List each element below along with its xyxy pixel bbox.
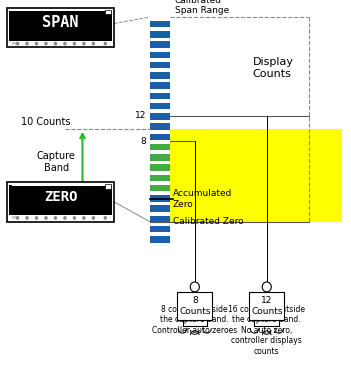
Bar [150,134,170,140]
Text: 16 counts is outside
the capture band.
No auto zero,
controller displays
counts: 16 counts is outside the capture band. N… [228,305,305,356]
Bar [150,144,170,150]
Bar [150,52,170,58]
Text: PRE: PRE [11,42,19,45]
Text: Capture
Band: Capture Band [37,151,75,173]
Text: Display
Counts: Display Counts [253,58,294,79]
Bar [170,129,342,222]
Text: Calibrated
Span Range: Calibrated Span Range [175,0,229,15]
Text: Calibrated Zero: Calibrated Zero [173,217,244,226]
Bar [150,31,170,38]
Circle shape [54,42,57,45]
Circle shape [35,216,38,220]
Circle shape [190,282,199,292]
Text: 8: 8 [141,137,146,146]
Bar [150,175,170,181]
Text: Accumulated
Zero: Accumulated Zero [173,189,232,209]
FancyBboxPatch shape [7,8,114,47]
Circle shape [44,42,48,45]
Bar [150,113,170,119]
FancyBboxPatch shape [249,292,284,320]
FancyBboxPatch shape [7,182,114,222]
Circle shape [104,216,107,220]
Text: 8 counts is inside
the capture band.
Controller auto zeroes: 8 counts is inside the capture band. Con… [152,305,237,335]
Circle shape [262,282,271,292]
FancyBboxPatch shape [9,186,112,215]
Text: 8
Counts: 8 Counts [179,296,211,316]
Bar [150,83,170,89]
Text: SPAN: SPAN [42,15,79,30]
Text: 12: 12 [135,111,146,120]
Bar [105,184,111,189]
Bar [9,185,12,189]
Circle shape [25,42,29,45]
Bar [150,185,170,191]
Circle shape [16,42,19,45]
Bar [105,10,111,14]
Text: ZERO: ZERO [44,190,77,204]
Circle shape [35,42,38,45]
Circle shape [16,216,19,220]
Bar [150,103,170,109]
Circle shape [92,216,95,220]
Bar [150,226,170,232]
Circle shape [54,216,57,220]
FancyBboxPatch shape [9,11,112,41]
Circle shape [63,216,67,220]
Circle shape [73,216,76,220]
Bar [150,205,170,212]
Text: 10 Counts: 10 Counts [21,117,71,127]
Bar [150,62,170,68]
Circle shape [82,42,86,45]
Bar [150,72,170,78]
Bar [150,195,170,202]
Circle shape [73,42,76,45]
Bar [9,11,12,14]
FancyBboxPatch shape [177,292,212,320]
Bar [150,41,170,48]
Bar [150,93,170,99]
Bar [150,124,170,130]
Circle shape [44,216,48,220]
Bar [150,216,170,222]
Circle shape [92,42,95,45]
Circle shape [82,216,86,220]
Bar [150,236,170,243]
Circle shape [25,216,29,220]
Bar [150,154,170,161]
Bar [150,164,170,171]
Text: PRE: PRE [11,216,19,220]
Circle shape [63,42,67,45]
Text: 12
Counts: 12 Counts [251,296,283,316]
Bar [150,21,170,27]
Circle shape [104,42,107,45]
